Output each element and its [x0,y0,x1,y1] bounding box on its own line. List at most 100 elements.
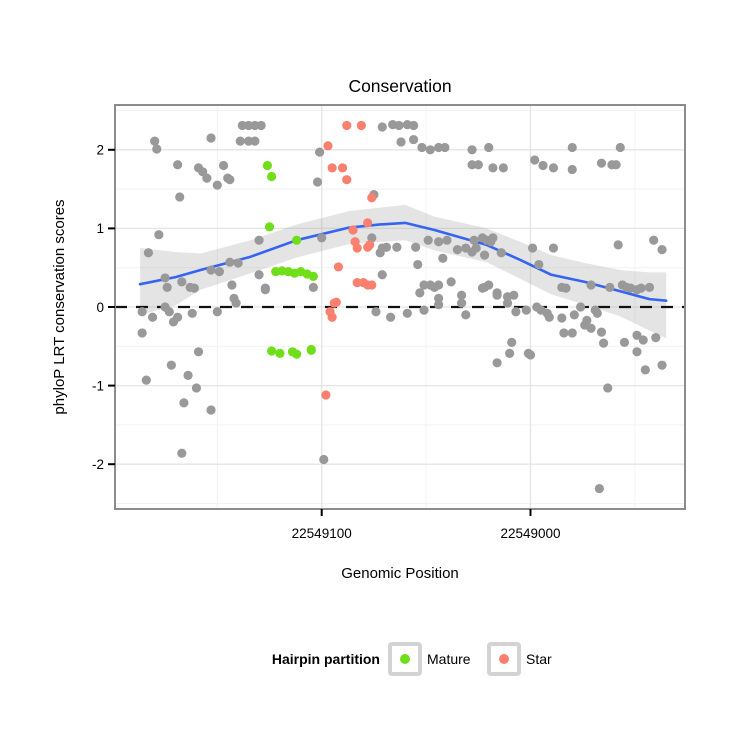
data-point [327,163,337,173]
data-point [492,290,502,300]
data-point [521,305,531,315]
data-point [586,280,596,290]
data-point [352,243,362,253]
data-point [152,144,162,154]
data-point [471,243,481,253]
data-point [527,243,538,253]
data-point [367,193,377,203]
data-point [632,330,642,340]
data-point [164,307,174,317]
data-point [596,158,607,168]
data-point [561,283,571,293]
data-point [266,346,277,356]
legend: Hairpin partition Mature Star [272,642,552,676]
data-point [371,307,381,317]
data-point [525,350,536,360]
data-point [402,308,412,318]
smooth-confidence-band [140,204,667,339]
data-point [505,348,515,358]
data-point [615,142,625,153]
data-point [559,328,569,338]
data-point [189,283,199,293]
data-point [141,375,151,385]
data-point [469,235,479,245]
data-point [381,242,392,252]
data-point [363,218,373,228]
data-point [183,370,193,380]
data-point [377,270,387,280]
data-point [640,365,650,375]
data-point [467,145,477,155]
y-tick-label: -1 [92,378,104,393]
data-point [456,298,467,308]
data-point [534,259,544,270]
data-point [434,280,444,290]
y-tick-label: 2 [96,143,104,158]
series-flank [137,120,667,494]
legend-label-star: Star [526,651,552,667]
legend-key-mature [388,642,422,676]
points-layer [137,120,667,494]
data-point [479,250,490,260]
data-point [538,160,548,171]
confidence-band [140,204,667,339]
data-point [461,310,471,320]
data-point [191,383,202,393]
data-point [473,160,483,170]
data-point [576,302,586,312]
data-point [386,312,396,322]
data-point [206,405,216,415]
data-point [348,225,358,235]
x-tick-label: 22549100 [292,526,352,541]
data-point [187,308,197,318]
data-point [632,347,642,357]
data-point [154,230,164,240]
data-point [193,347,204,357]
data-point [492,358,502,368]
data-point [312,177,323,187]
data-point [212,180,222,190]
data-point [177,277,187,287]
data-point [342,175,352,185]
data-point [657,245,667,255]
data-point [651,333,661,343]
data-point [308,271,318,281]
data-point [511,307,521,317]
data-point [638,335,648,345]
star-point-icon [499,654,509,664]
data-point [456,290,467,300]
data-point [603,383,613,393]
data-point [235,136,245,146]
data-point [308,282,318,292]
data-point [530,155,540,165]
data-point [292,349,302,359]
data-point [137,328,147,338]
data-point [365,240,375,250]
data-point [292,235,302,245]
data-point [411,242,421,252]
data-point [254,270,264,280]
data-point [160,273,170,283]
data-point [408,120,419,131]
data-point [496,248,506,258]
data-point [337,163,348,173]
data-point [173,160,183,170]
data-point [484,142,494,153]
x-tick-label: 22549000 [500,526,560,541]
data-point [415,288,425,298]
data-point [177,448,187,458]
data-point [396,137,406,147]
data-point [486,237,496,247]
data-point [488,163,498,173]
data-point [342,120,352,131]
data-point [598,338,609,348]
data-point [644,282,655,292]
data-point [175,192,185,202]
data-point [367,233,377,243]
data-point [333,262,344,272]
series-mature [262,160,318,359]
data-point [214,267,224,277]
x-axis: 22549100 22549000 [292,509,561,541]
data-point [408,134,419,145]
data-point [440,142,450,153]
